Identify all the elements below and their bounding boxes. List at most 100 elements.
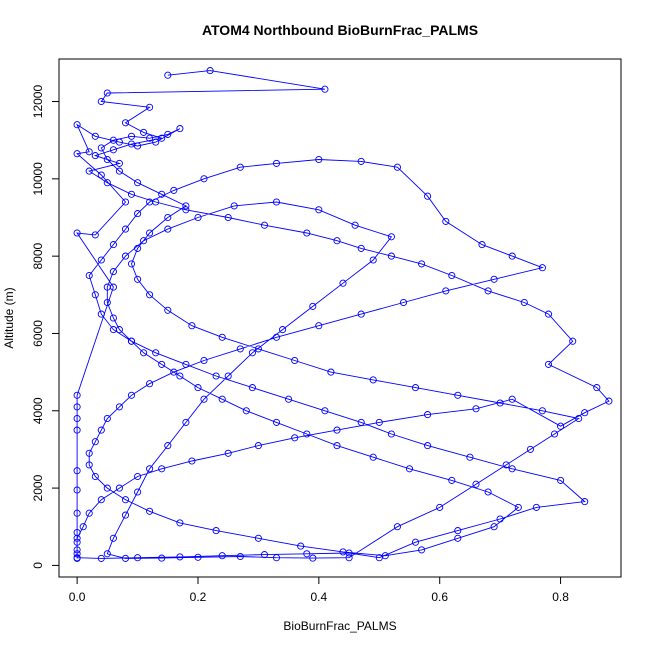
y-tick-label: 4000 bbox=[31, 397, 45, 424]
data-point bbox=[73, 229, 81, 237]
data-point bbox=[508, 465, 516, 473]
data-point bbox=[387, 430, 395, 438]
data-point bbox=[242, 407, 250, 415]
data-point bbox=[182, 206, 190, 214]
data-point bbox=[91, 231, 99, 239]
data-point bbox=[164, 306, 172, 314]
data-point bbox=[91, 438, 99, 446]
chart-title: ATOM4 Northbound BioBurnFrac_PALMS bbox=[202, 22, 478, 38]
data-point bbox=[170, 186, 178, 194]
data-point bbox=[140, 349, 148, 357]
y-tick-label: 8000 bbox=[31, 242, 45, 269]
data-point bbox=[309, 302, 317, 310]
data-point bbox=[291, 434, 299, 442]
data-point bbox=[134, 244, 142, 252]
data-point bbox=[115, 138, 123, 146]
data-point bbox=[550, 430, 559, 438]
data-point bbox=[97, 496, 105, 504]
data-point bbox=[134, 142, 142, 150]
x-tick-label: 0.8 bbox=[552, 590, 569, 604]
data-point bbox=[164, 442, 172, 450]
data-point bbox=[85, 449, 93, 457]
data-point bbox=[103, 155, 111, 164]
data-point bbox=[134, 472, 142, 481]
data-point bbox=[454, 391, 462, 399]
data-point bbox=[236, 163, 244, 171]
data-point bbox=[73, 486, 81, 494]
data-point bbox=[411, 384, 420, 392]
data-point bbox=[544, 360, 553, 368]
data-point bbox=[345, 554, 353, 562]
data-point bbox=[127, 337, 136, 345]
data-point bbox=[97, 554, 105, 562]
y-tick-label: 2000 bbox=[31, 474, 45, 501]
x-tick-label: 0.6 bbox=[431, 590, 448, 604]
y-tick-label: 0 bbox=[31, 562, 45, 569]
data-point bbox=[339, 548, 347, 556]
data-point bbox=[146, 380, 154, 388]
data-point bbox=[91, 291, 99, 299]
data-point bbox=[176, 519, 184, 527]
data-point bbox=[109, 283, 117, 291]
data-point bbox=[97, 256, 105, 264]
data-point bbox=[357, 157, 365, 165]
data-point bbox=[206, 67, 214, 75]
data-point bbox=[91, 132, 99, 140]
data-point bbox=[146, 134, 154, 142]
data-point bbox=[91, 152, 99, 160]
data-point bbox=[260, 221, 269, 229]
data-point bbox=[109, 241, 117, 249]
data-point bbox=[146, 465, 154, 473]
data-point bbox=[182, 202, 190, 210]
data-point bbox=[393, 523, 401, 531]
data-point bbox=[557, 476, 565, 484]
data-point bbox=[109, 268, 117, 276]
data-point bbox=[303, 550, 311, 558]
data-point bbox=[484, 287, 492, 295]
data-point bbox=[272, 554, 281, 562]
data-point bbox=[121, 119, 130, 127]
data-point bbox=[399, 298, 408, 307]
data-point bbox=[236, 345, 244, 353]
data-point bbox=[109, 534, 117, 542]
data-point bbox=[182, 418, 190, 426]
data-point bbox=[134, 210, 142, 218]
data-point bbox=[309, 554, 317, 562]
data-point bbox=[369, 256, 377, 264]
data-point bbox=[357, 418, 365, 426]
data-point bbox=[581, 409, 589, 417]
data-point bbox=[381, 552, 389, 560]
data-point bbox=[73, 528, 81, 537]
data-point bbox=[115, 159, 123, 167]
data-point bbox=[230, 202, 238, 210]
data-point bbox=[387, 233, 395, 241]
data-point bbox=[158, 554, 166, 562]
data-point bbox=[212, 527, 220, 535]
data-point bbox=[272, 159, 281, 167]
data-point bbox=[466, 453, 474, 461]
series-line bbox=[76, 70, 610, 559]
data-point bbox=[333, 442, 341, 450]
data-point bbox=[103, 484, 111, 492]
data-point bbox=[152, 138, 160, 146]
data-point bbox=[121, 225, 130, 233]
data-point bbox=[79, 523, 87, 531]
data-point bbox=[115, 484, 123, 492]
data-point bbox=[424, 192, 432, 200]
data-point bbox=[146, 291, 154, 299]
data-point bbox=[532, 503, 540, 511]
data-point bbox=[405, 465, 414, 473]
data-point bbox=[115, 167, 123, 175]
data-point bbox=[85, 271, 93, 280]
data-point bbox=[581, 498, 589, 506]
data-point bbox=[73, 467, 81, 475]
data-point bbox=[605, 397, 613, 405]
y-tick-label: 10000 bbox=[31, 162, 45, 196]
data-point bbox=[442, 217, 450, 225]
data-point bbox=[472, 405, 480, 413]
x-tick-label: 0.2 bbox=[190, 590, 207, 604]
data-point bbox=[115, 326, 123, 334]
data-point bbox=[146, 198, 154, 206]
data-point bbox=[121, 252, 130, 260]
